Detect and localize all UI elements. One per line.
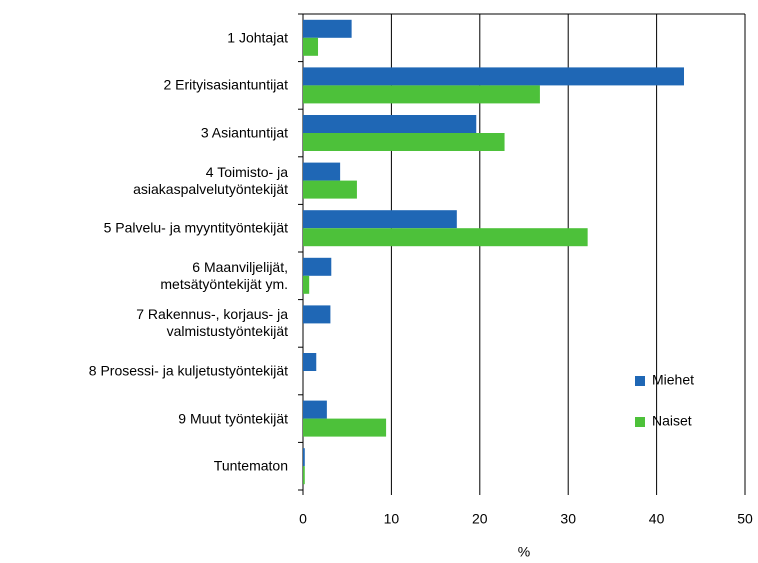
legend-swatch: [635, 376, 645, 386]
bar: [303, 353, 317, 371]
bar: [303, 257, 332, 276]
y-tick-label: 1 Johtajat: [227, 29, 288, 46]
bar: [303, 180, 357, 199]
bar: [303, 162, 341, 181]
y-tick-label: 5 Palvelu- ja myyntityöntekijät: [103, 219, 288, 236]
bar: [303, 418, 387, 437]
y-tick-label: 9 Muut työntekijät: [178, 410, 288, 427]
y-tick-label: 2 Erityisasiantuntijat: [163, 76, 288, 93]
y-tick-label: 6 Maanviljelijät, metsätyöntekijät ym.: [160, 258, 288, 292]
y-tick-label: 4 Toimisto- ja asiakaspalvelutyöntekijät: [133, 163, 288, 197]
bar: [303, 305, 331, 324]
bar: [303, 210, 457, 229]
bar: [303, 448, 305, 467]
bar: [303, 466, 305, 485]
bar: [303, 228, 588, 247]
bar: [303, 85, 540, 104]
bar: [303, 133, 505, 151]
y-tick-label: Tuntematon: [213, 457, 288, 474]
x-axis-label: %: [518, 544, 530, 560]
x-tick-label: 30: [560, 511, 576, 527]
bar: [303, 400, 327, 419]
x-tick-label: 50: [737, 511, 753, 527]
bar: [303, 275, 310, 294]
x-tick-label: 20: [472, 511, 488, 527]
x-tick-label: 0: [299, 511, 307, 527]
y-tick-label: 3 Asiantuntijat: [200, 124, 288, 141]
x-tick-label: 40: [649, 511, 665, 527]
legend-label: Miehet: [652, 372, 694, 388]
bar: [303, 67, 685, 86]
bar: [303, 37, 319, 56]
bar: [303, 19, 352, 38]
legend-swatch: [635, 417, 645, 427]
legend-label: Naiset: [652, 413, 692, 429]
y-tick-label: 7 Rakennus-, korjaus- ja valmistustyönte…: [136, 306, 288, 340]
x-tick-label: 10: [384, 511, 400, 527]
bar: [303, 115, 477, 133]
y-tick-label: 8 Prosessi- ja kuljetustyöntekijät: [88, 362, 288, 379]
